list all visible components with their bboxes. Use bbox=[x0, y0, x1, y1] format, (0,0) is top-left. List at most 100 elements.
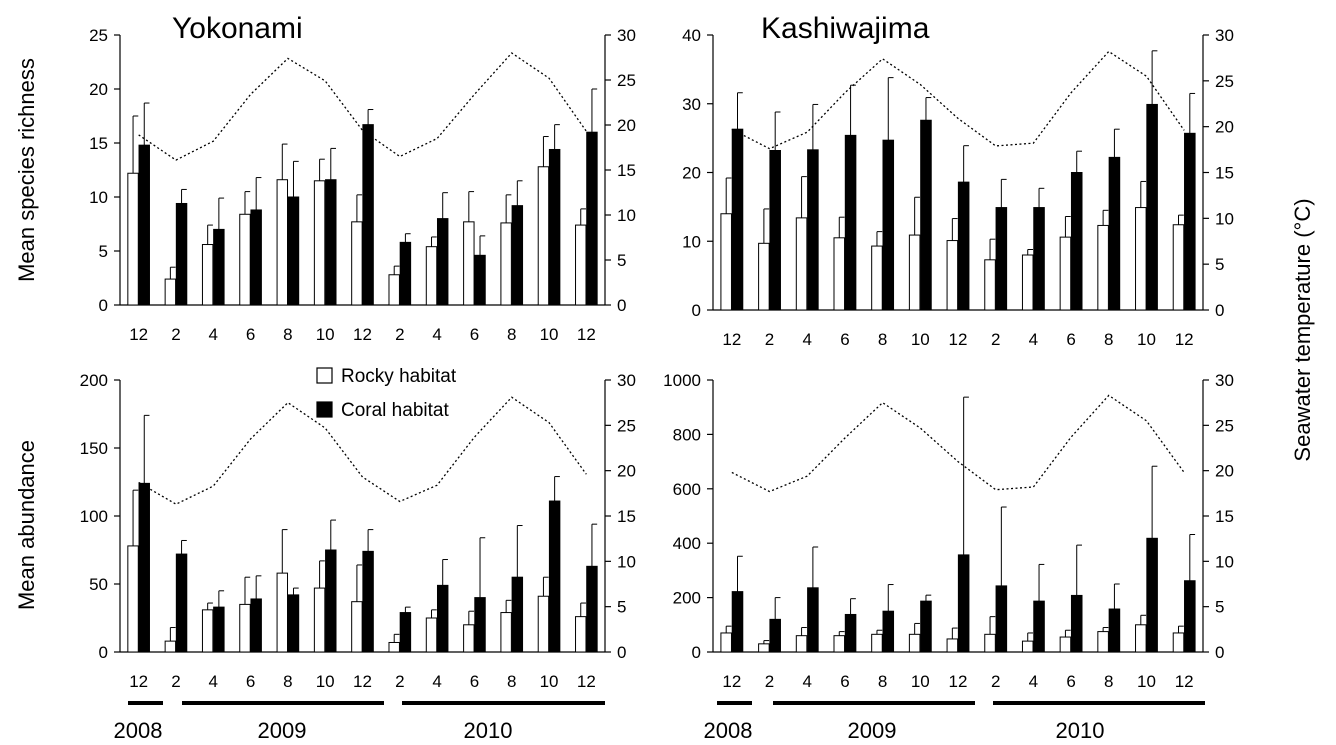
year-label-2010: 2010 bbox=[464, 718, 513, 743]
rocky-bar bbox=[1172, 224, 1185, 311]
coral-bar bbox=[1108, 156, 1121, 311]
rocky-bar bbox=[720, 213, 732, 311]
rocky-bar bbox=[1135, 624, 1147, 653]
x-tick-label: 10 bbox=[1137, 330, 1156, 349]
rocky-bar bbox=[1097, 224, 1109, 311]
temperature-line bbox=[138, 396, 587, 505]
y2-tick-label: 5 bbox=[1215, 598, 1224, 617]
rocky-bar bbox=[1135, 207, 1147, 311]
rocky-bar bbox=[313, 587, 326, 653]
rocky-bar bbox=[164, 278, 177, 306]
x-tick-label: 6 bbox=[470, 325, 479, 344]
x-tick-label: 2 bbox=[395, 672, 404, 691]
coral-bar bbox=[548, 148, 561, 306]
year-label-2009: 2009 bbox=[848, 718, 897, 743]
rocky-bar bbox=[871, 633, 883, 653]
y-tick-label: 10 bbox=[89, 188, 108, 207]
y-tick-label: 0 bbox=[692, 643, 701, 662]
y-tick-label: 0 bbox=[692, 301, 701, 320]
coral-bar bbox=[511, 576, 524, 653]
coral-bar bbox=[1146, 103, 1158, 311]
y2-tick-label: 0 bbox=[617, 643, 626, 662]
rocky-bar bbox=[201, 609, 214, 653]
legend-coral-swatch bbox=[316, 401, 333, 418]
coral-bar bbox=[436, 218, 449, 306]
y2-tick-label: 0 bbox=[1215, 301, 1224, 320]
x-tick-label: 2 bbox=[395, 325, 404, 344]
y2-tick-label: 15 bbox=[617, 507, 636, 526]
coral-bar bbox=[1070, 172, 1083, 311]
rocky-bar bbox=[908, 633, 921, 653]
x-tick-label: 8 bbox=[283, 325, 292, 344]
x-tick-label: 6 bbox=[246, 325, 255, 344]
y-tick-label: 800 bbox=[673, 425, 701, 444]
coral-bar bbox=[957, 181, 970, 311]
x-tick-label: 6 bbox=[1066, 330, 1075, 349]
coral-bar bbox=[362, 550, 374, 653]
rocky-bar bbox=[500, 222, 512, 306]
rocky-bar bbox=[758, 643, 770, 653]
rocky-bar bbox=[537, 166, 550, 306]
x-tick-label: 6 bbox=[246, 672, 255, 691]
rocky-bar bbox=[758, 242, 770, 311]
coral-bar bbox=[731, 128, 744, 311]
rocky-bar bbox=[127, 172, 139, 306]
coral-bar bbox=[213, 228, 225, 306]
coral-bar bbox=[399, 241, 412, 306]
x-tick-label: 2 bbox=[765, 330, 774, 349]
x-tick-label: 10 bbox=[911, 330, 930, 349]
coral-bar bbox=[844, 134, 857, 311]
x-tick-label: 10 bbox=[540, 325, 559, 344]
ylabel-richness: Mean species richness bbox=[14, 58, 39, 282]
coral-bar bbox=[1070, 594, 1083, 653]
y-tick-label: 0 bbox=[99, 296, 108, 315]
rocky-bar bbox=[984, 633, 996, 653]
legend-coral-label: Coral habitat bbox=[341, 400, 449, 421]
x-tick-label: 8 bbox=[1104, 330, 1113, 349]
rocky-bar bbox=[984, 259, 996, 311]
y2-tick-label: 10 bbox=[1215, 552, 1234, 571]
y2-tick-label: 25 bbox=[1215, 72, 1234, 91]
y2-tick-label: 5 bbox=[617, 598, 626, 617]
coral-bar bbox=[920, 119, 932, 311]
y2-tick-label: 10 bbox=[617, 206, 636, 225]
x-tick-label: 2 bbox=[171, 672, 180, 691]
coral-bar bbox=[325, 549, 337, 653]
year-axis-left: 2008 2009 2010 bbox=[114, 701, 605, 743]
coral-bar bbox=[882, 610, 895, 653]
rocky-bar bbox=[946, 638, 959, 653]
x-tick-label: 12 bbox=[577, 325, 596, 344]
coral-bar bbox=[1184, 580, 1196, 653]
rocky-bar bbox=[575, 616, 587, 653]
coral-bar bbox=[807, 149, 819, 311]
x-tick-label: 4 bbox=[209, 325, 218, 344]
y-tick-label: 200 bbox=[673, 589, 701, 608]
y2-tick-label: 10 bbox=[1215, 209, 1234, 228]
rocky-bar bbox=[1021, 254, 1034, 311]
coral-bar bbox=[250, 598, 262, 653]
x-tick-label: 10 bbox=[1137, 672, 1156, 691]
title-yokonami: Yokonami bbox=[172, 12, 303, 45]
x-tick-label: 4 bbox=[209, 672, 218, 691]
coral-bar bbox=[213, 606, 225, 653]
coral-bar bbox=[287, 196, 300, 306]
x-tick-label: 6 bbox=[1066, 672, 1075, 691]
y2-tick-label: 30 bbox=[1215, 26, 1234, 45]
rocky-bar bbox=[833, 237, 846, 311]
rocky-bar bbox=[463, 624, 475, 653]
coral-bar bbox=[325, 179, 337, 306]
rocky-bar bbox=[537, 595, 550, 653]
y2-tick-label: 5 bbox=[1215, 255, 1224, 274]
x-tick-label: 12 bbox=[1175, 672, 1194, 691]
y2-tick-label: 30 bbox=[617, 371, 636, 390]
year-label-2008: 2008 bbox=[114, 718, 163, 743]
coral-bar bbox=[250, 209, 262, 306]
x-tick-label: 10 bbox=[540, 672, 559, 691]
panel-kashiwajima-abundance: 0 200 400 600 800 1000 0 5 10 15 20 25 30 12 2 4 6 8 10 12 2… bbox=[663, 371, 1234, 691]
y-tick-label: 20 bbox=[89, 80, 108, 99]
coral-bar bbox=[1184, 132, 1196, 311]
rocky-bar bbox=[425, 617, 438, 653]
coral-bar bbox=[882, 139, 895, 311]
x-tick-label: 8 bbox=[878, 330, 887, 349]
x-tick-label: 6 bbox=[840, 330, 849, 349]
